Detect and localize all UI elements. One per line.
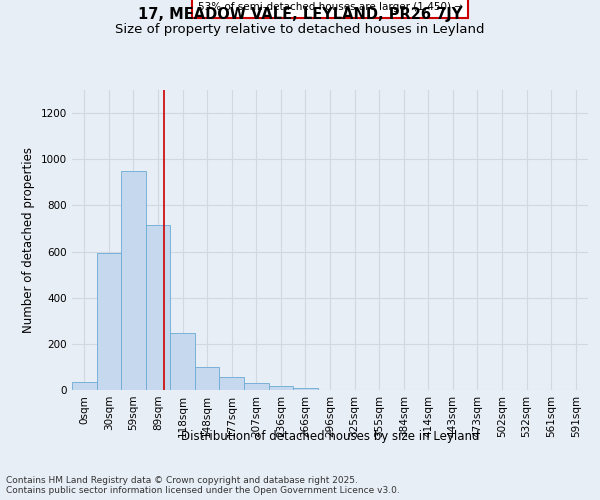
Text: 17, MEADOW VALE, LEYLAND, PR26 7JY: 17, MEADOW VALE, LEYLAND, PR26 7JY — [138, 8, 462, 22]
Y-axis label: Number of detached properties: Number of detached properties — [22, 147, 35, 333]
Bar — [121, 171, 146, 390]
Bar — [269, 386, 293, 390]
Text: Contains HM Land Registry data © Crown copyright and database right 2025.
Contai: Contains HM Land Registry data © Crown c… — [6, 476, 400, 495]
Bar — [293, 388, 318, 390]
Bar — [97, 252, 121, 390]
Bar — [220, 378, 244, 390]
Bar — [170, 334, 195, 390]
Text: 17 MEADOW VALE: 112sqm
← 46% of detached houses are smaller (1,246)
53% of semi-: 17 MEADOW VALE: 112sqm ← 46% of detached… — [197, 0, 463, 12]
Bar — [72, 382, 97, 390]
Bar — [146, 225, 170, 390]
Text: Distribution of detached houses by size in Leyland: Distribution of detached houses by size … — [181, 430, 479, 443]
Bar — [195, 367, 220, 390]
Text: Size of property relative to detached houses in Leyland: Size of property relative to detached ho… — [115, 22, 485, 36]
Bar — [244, 383, 269, 390]
